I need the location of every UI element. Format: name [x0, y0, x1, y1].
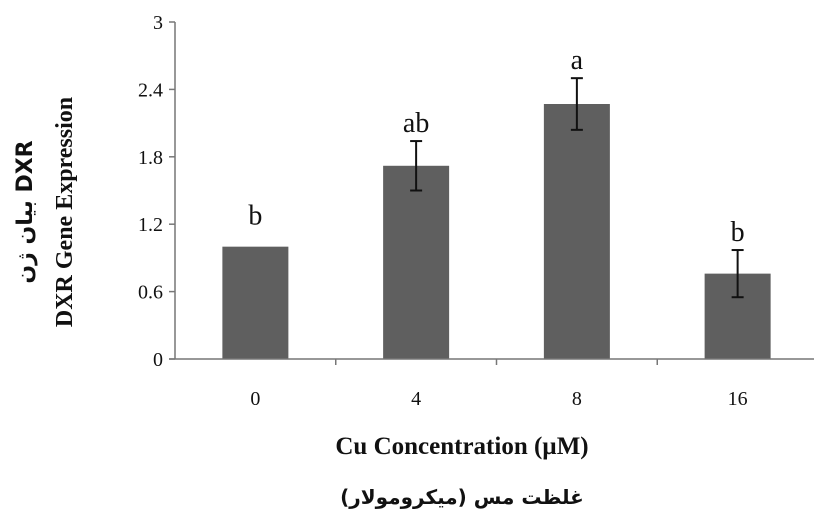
y-axis-ticks: 0 0.6 1.2 1.8 2.4 3 — [138, 12, 175, 371]
x-tick-label: 0 — [250, 388, 260, 410]
x-tick-label: 4 — [411, 388, 421, 410]
y-axis-title: DXR Gene Expression — [52, 97, 78, 327]
x-tick-label: 16 — [728, 388, 748, 410]
x-axis-title-persian: غلظت مس (میکرومولار) — [340, 485, 584, 509]
bar-8 — [543, 104, 610, 360]
significance-label: a — [571, 45, 584, 76]
x-axis-title: Cu Concentration (µM) — [335, 433, 588, 460]
significance-label: b — [731, 217, 745, 248]
y-axis-title-persian: بیان ژن DXR — [13, 140, 38, 283]
x-tick-label: 8 — [572, 388, 582, 410]
significance-label: b — [248, 201, 262, 232]
significance-label: ab — [403, 108, 429, 139]
error-bars — [410, 77, 744, 299]
bar-4 — [383, 165, 450, 359]
bar-0 — [222, 246, 289, 359]
y-tick-label: 1.2 — [138, 214, 163, 236]
y-tick-label: 0 — [153, 349, 163, 371]
y-tick-label: 1.8 — [138, 147, 163, 169]
error-bar-16 — [731, 249, 744, 299]
y-tick-label: 0.6 — [138, 282, 163, 304]
bars — [222, 104, 771, 360]
y-tick-label: 3 — [153, 12, 163, 34]
x-axis-ticks: 0 4 8 16 — [250, 359, 748, 410]
error-bar-8 — [570, 77, 583, 131]
error-bar-4 — [410, 140, 423, 192]
y-tick-label: 2.4 — [138, 79, 163, 101]
